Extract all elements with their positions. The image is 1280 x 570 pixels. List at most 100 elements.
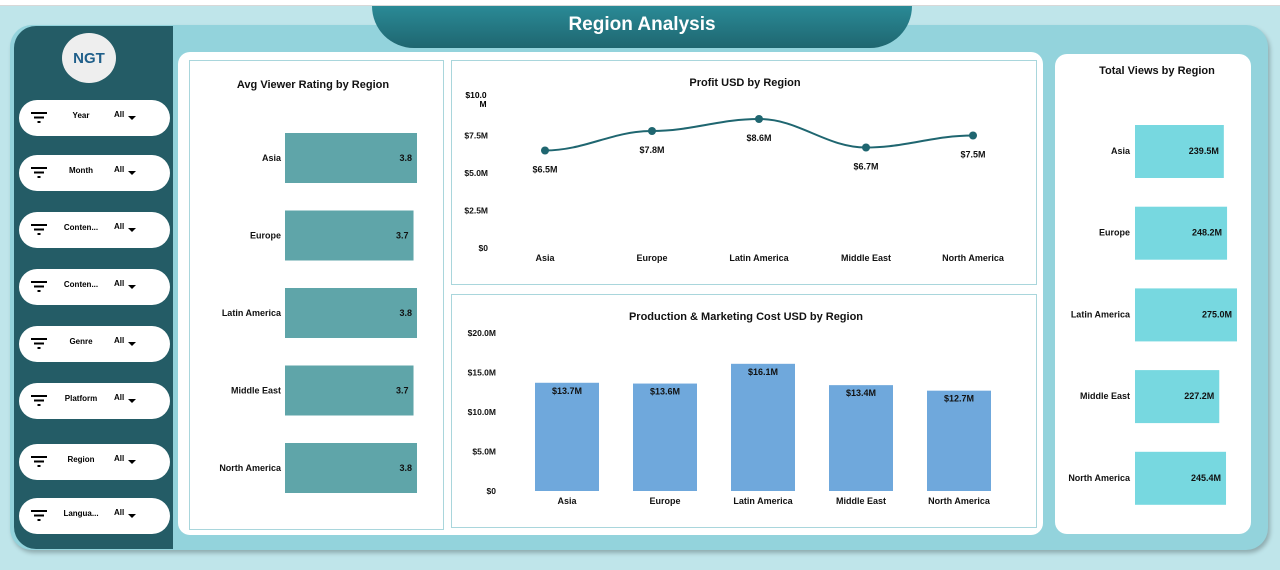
- bar: [1135, 206, 1228, 260]
- chevron-down-icon[interactable]: [128, 116, 136, 120]
- y-tick: $5.0M: [472, 447, 496, 457]
- filter-icon: [31, 224, 47, 235]
- filter-7[interactable]: Langua... All: [19, 498, 170, 534]
- data-label: $6.5M: [532, 165, 557, 175]
- filter-label: Conten...: [63, 223, 99, 232]
- filter-value[interactable]: All: [114, 336, 125, 345]
- filter-value[interactable]: All: [114, 454, 125, 463]
- filter-label: Genre: [69, 337, 93, 346]
- filter-icon: [31, 112, 47, 123]
- filter-4[interactable]: Genre All: [19, 326, 170, 362]
- chevron-down-icon[interactable]: [128, 228, 136, 232]
- data-label: $13.6M: [650, 387, 680, 397]
- filter-0[interactable]: Year All: [19, 100, 170, 136]
- y-tick: $0: [479, 243, 489, 253]
- data-label: 227.2M: [1184, 391, 1214, 401]
- data-label: 275.0M: [1202, 309, 1232, 319]
- y-tick: $5.0M: [464, 168, 488, 178]
- bar: [285, 288, 417, 338]
- bar: [1135, 125, 1224, 178]
- data-label: 3.7: [396, 386, 409, 396]
- filter-label: Platform: [64, 394, 98, 403]
- filter-value[interactable]: All: [114, 222, 125, 231]
- data-label: $7.8M: [639, 145, 664, 155]
- filter-3[interactable]: Conten... All: [19, 269, 170, 305]
- x-tick: Europe: [649, 496, 680, 506]
- data-point: [969, 131, 977, 140]
- filter-label: Langua...: [63, 509, 99, 518]
- data-label: $7.5M: [960, 150, 985, 160]
- filter-icon: [31, 167, 47, 178]
- chevron-down-icon[interactable]: [128, 171, 136, 175]
- category-label: Asia: [262, 153, 282, 163]
- data-label: $8.6M: [746, 133, 771, 143]
- bar: [829, 385, 893, 491]
- bar: [1135, 288, 1237, 342]
- bar: [1135, 451, 1227, 505]
- bar: [285, 210, 414, 261]
- filter-icon: [31, 456, 47, 467]
- filter-label: Month: [69, 166, 93, 175]
- data-label: 3.8: [399, 308, 412, 318]
- chart-title: Production & Marketing Cost USD by Regio…: [629, 311, 863, 323]
- data-label: 239.5M: [1189, 146, 1219, 156]
- data-label: 248.2M: [1192, 228, 1222, 238]
- bar: [927, 390, 991, 491]
- y-tick: $20.0M: [468, 328, 496, 338]
- chevron-down-icon[interactable]: [128, 460, 136, 464]
- chevron-down-icon[interactable]: [128, 399, 136, 403]
- category-label: Asia: [1111, 146, 1131, 156]
- x-tick: Middle East: [836, 496, 886, 506]
- filter-value[interactable]: All: [114, 279, 125, 288]
- data-label: $13.4M: [846, 388, 876, 398]
- spreadsheet-gridlines: [0, 0, 1280, 6]
- filter-icon: [31, 281, 47, 292]
- chevron-down-icon[interactable]: [128, 514, 136, 518]
- x-tick: Latin America: [729, 253, 789, 263]
- filter-6[interactable]: Region All: [19, 444, 170, 480]
- category-label: Europe: [1099, 228, 1130, 238]
- data-point: [541, 146, 549, 155]
- filter-5[interactable]: Platform All: [19, 383, 170, 419]
- filter-label: Region: [67, 455, 95, 464]
- y-tick: $0: [487, 486, 497, 496]
- data-label: 3.8: [399, 463, 412, 473]
- filter-value[interactable]: All: [114, 110, 125, 119]
- bar: [633, 383, 697, 491]
- filter-icon: [31, 338, 47, 349]
- data-label: $12.7M: [944, 394, 974, 404]
- chart-title: Total Views by Region: [1099, 65, 1215, 77]
- chart-title: Profit USD by Region: [689, 77, 801, 89]
- category-label: Middle East: [1080, 391, 1130, 401]
- bar: [535, 382, 599, 491]
- y-tick: $15.0M: [468, 368, 496, 378]
- category-label: Latin America: [1071, 309, 1131, 319]
- x-tick: Asia: [557, 496, 577, 506]
- logo-text: NGT: [73, 49, 105, 67]
- profit-panel: [451, 60, 1037, 285]
- chevron-down-icon[interactable]: [128, 342, 136, 346]
- category-label: Europe: [250, 231, 281, 241]
- data-label: $6.7M: [853, 162, 878, 172]
- logo: NGT: [62, 33, 116, 83]
- category-label: North America: [219, 463, 282, 473]
- chevron-down-icon[interactable]: [128, 285, 136, 289]
- data-point: [755, 115, 763, 123]
- filter-value[interactable]: All: [114, 508, 125, 517]
- filter-1[interactable]: Month All: [19, 155, 170, 191]
- data-label: 3.8: [399, 153, 412, 163]
- data-label: $16.1M: [748, 367, 778, 377]
- filter-label: Conten...: [63, 280, 99, 289]
- data-point: [648, 127, 656, 135]
- filter-icon: [31, 510, 47, 521]
- page-title: Region Analysis: [568, 14, 716, 35]
- data-label: 245.4M: [1191, 473, 1221, 483]
- x-tick: Latin America: [733, 496, 793, 506]
- filter-value[interactable]: All: [114, 165, 125, 174]
- category-label: North America: [1068, 473, 1131, 483]
- bar: [285, 365, 414, 416]
- filter-value[interactable]: All: [114, 393, 125, 402]
- filter-icon: [31, 395, 47, 406]
- filter-2[interactable]: Conten... All: [19, 212, 170, 248]
